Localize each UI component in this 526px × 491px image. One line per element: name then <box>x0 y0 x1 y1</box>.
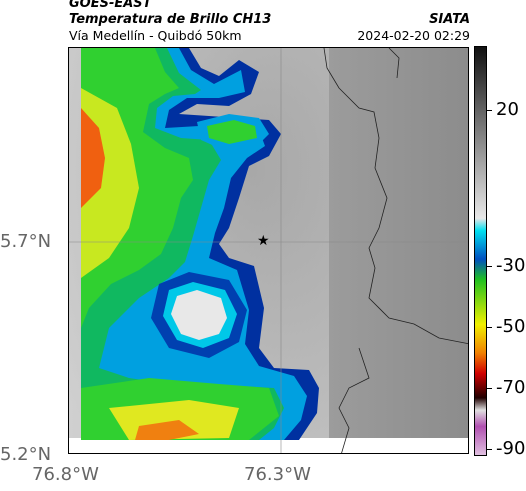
colorbar-tick-minus30: -30 <box>496 255 526 276</box>
lon-tick-76.3: 76.3°W <box>244 464 311 485</box>
lat-tick-5.2: 5.2°N <box>0 444 52 465</box>
map-canvas <box>69 48 468 453</box>
colorbar-tick-minus70: -70 <box>496 377 526 398</box>
colorbar-tick-minus90: -90 <box>496 438 526 459</box>
lat-tick-5.7: 5.7°N <box>0 231 52 252</box>
colorbar-tick-20: 20 <box>496 99 519 120</box>
colorbar-tick-minus50: -50 <box>496 316 526 337</box>
agency-label: SIATA <box>429 12 470 27</box>
location-marker: ★ <box>257 233 270 249</box>
cold-cloud-contours <box>81 48 319 440</box>
lon-tick-76.8: 76.8°W <box>32 464 99 485</box>
colorbar <box>474 46 487 456</box>
timestamp: 2024-02-20 02:29 <box>357 28 470 43</box>
brightness-temperature-map[interactable]: ★ <box>68 47 469 454</box>
product-title: Temperatura de Brillo CH13 <box>69 12 272 27</box>
no-data-strip <box>69 438 468 453</box>
satellite-name: GOES-EAST <box>69 0 152 11</box>
colorbar-gradient <box>475 47 486 455</box>
department-border-south <box>338 347 370 453</box>
department-border <box>323 48 468 345</box>
route-subtitle: Vía Medellín - Quibdó 50km <box>69 28 242 43</box>
